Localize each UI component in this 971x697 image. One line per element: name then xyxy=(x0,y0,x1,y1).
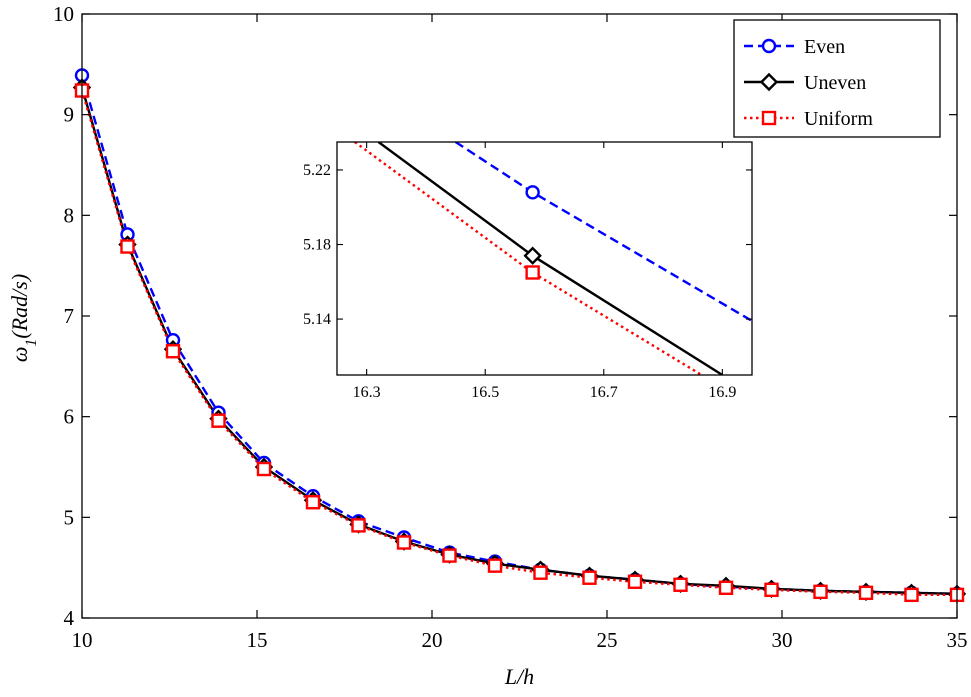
data-point-uniform xyxy=(718,580,734,595)
y-tick-label: 5 xyxy=(64,505,75,529)
inset-series-line-uniform xyxy=(354,142,703,375)
y-axis-label: ω1(Rad/s) xyxy=(7,274,40,362)
inset-x-tick-label: 16.5 xyxy=(471,384,499,401)
y-tick-label: 6 xyxy=(64,405,75,429)
data-point-uniform xyxy=(305,495,321,510)
data-point-uniform xyxy=(627,574,643,589)
data-point-uniform xyxy=(582,570,597,585)
inset-y-tick-label: 5.18 xyxy=(303,237,331,254)
y-tick-label: 9 xyxy=(64,103,75,127)
data-point-uniform xyxy=(858,585,874,601)
data-point-uniform xyxy=(351,518,366,533)
data-point-uniform xyxy=(487,558,503,573)
data-point-uniform xyxy=(211,413,226,428)
data-point-uniform xyxy=(673,577,688,592)
inset-plot-frame xyxy=(336,141,753,376)
data-point-uniform xyxy=(442,548,457,563)
x-tick-label: 20 xyxy=(422,628,443,652)
data-point-uniform xyxy=(904,587,919,603)
inset-y-tick-label: 5.22 xyxy=(303,162,331,179)
y-tick-label: 4 xyxy=(64,606,75,630)
legend-label-uniform: Uniform xyxy=(804,108,873,130)
y-tick-label: 8 xyxy=(64,203,75,227)
y-tick-label: 10 xyxy=(53,2,74,26)
inset-x-tick-label: 16.9 xyxy=(708,384,736,401)
x-tick-label: 35 xyxy=(947,628,968,652)
y-tick-label: 7 xyxy=(64,304,75,328)
x-tick-label: 10 xyxy=(72,628,93,652)
legend-marker-even xyxy=(761,38,777,54)
x-tick-label: 15 xyxy=(247,628,268,652)
legend-label-even: Even xyxy=(804,36,845,58)
x-tick-label: 25 xyxy=(597,628,618,652)
data-point-uniform xyxy=(396,535,412,550)
x-axis-label: L/h xyxy=(504,664,534,689)
legend-marker-uneven xyxy=(759,72,779,92)
inset-data-point-even xyxy=(525,185,540,200)
inset-data-point-uneven xyxy=(523,246,542,265)
inset-background xyxy=(337,142,752,375)
legend-label-uneven: Uneven xyxy=(804,72,866,94)
data-point-uniform xyxy=(165,344,181,359)
legend-marker-uniform xyxy=(761,110,777,126)
inset-y-tick-label: 5.14 xyxy=(303,311,331,328)
x-tick-label: 30 xyxy=(772,628,793,652)
inset-x-tick-label: 16.7 xyxy=(590,384,618,401)
data-point-uniform xyxy=(764,582,779,598)
inset-x-tick-label: 16.3 xyxy=(353,384,381,401)
data-point-uniform xyxy=(256,461,272,477)
inset-data-point-uniform xyxy=(525,265,540,280)
data-point-uniform xyxy=(533,565,548,580)
data-point-uniform xyxy=(120,239,135,254)
data-point-uniform xyxy=(813,584,828,600)
